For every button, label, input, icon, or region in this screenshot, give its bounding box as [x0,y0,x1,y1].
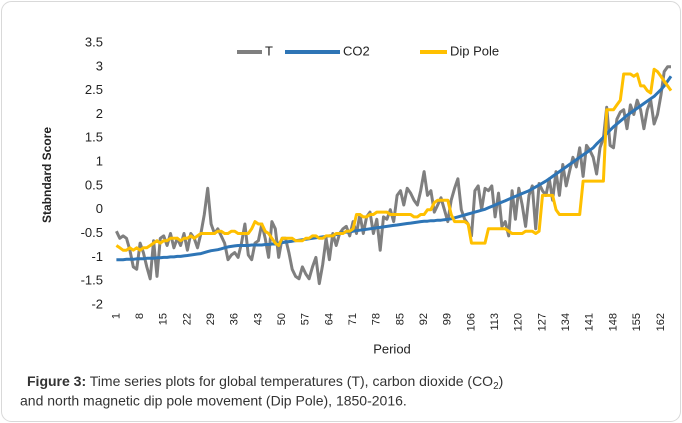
x-tick-label: 15 [158,313,170,325]
caption-label: Figure 3: [27,373,86,389]
y-tick-label: 1.5 [85,130,103,145]
x-tick-label: 92 [418,313,430,325]
x-tick-label: 134 [560,313,572,331]
y-tick-label: -2 [91,296,103,311]
y-tick-label: 2.5 [85,82,103,97]
x-tick-label: 99 [442,313,454,325]
legend-label: T [265,43,273,58]
x-tick-label: 29 [205,313,217,325]
y-tick-label: 0.5 [85,177,103,192]
y-tick-label: 0 [96,201,103,216]
x-tick-label: 127 [536,313,548,331]
x-tick-label: 64 [323,313,335,325]
x-tick-label: 8 [134,313,146,319]
x-tick-label: 148 [607,313,619,331]
series-line [116,75,673,262]
x-tick-label: 113 [489,313,501,331]
x-tick-label: 71 [347,313,359,325]
y-tick-label: -1 [91,249,103,264]
x-tick-label: 106 [465,313,477,331]
x-tick-label: 120 [513,313,525,331]
caption-line-2: and north magnetic dip pole movement (Di… [20,393,407,409]
y-tick-label: 2 [96,106,103,121]
x-tick-label: 50 [276,313,288,325]
x-tick-label: 162 [655,313,667,331]
x-tick-label: 1 [110,313,122,319]
y-tick-label: -1.5 [81,273,103,288]
x-tick-label: 22 [181,313,193,325]
x-tick-label: 78 [371,313,383,325]
y-tick-label: 1 [96,154,103,169]
y-tick-label: -0.5 [81,225,103,240]
series-line [115,67,673,252]
legend-label: Dip Pole [450,43,499,58]
x-tick-label: 43 [252,313,264,325]
y-axis-label: Stabndard Score [40,127,54,223]
x-axis-label: Period [373,341,411,356]
x-tick-label: 57 [300,313,312,325]
x-tick-label: 141 [584,313,596,331]
x-tick-label: 36 [229,313,241,325]
caption-text: Time series plots for global temperature… [90,373,493,389]
x-tick-label: 85 [394,313,406,325]
legend-label: CO2 [343,43,370,58]
caption-line-1: Figure 3: Time series plots for global t… [27,373,503,392]
y-tick-label: 3.5 [85,34,103,49]
caption-text: ) [499,373,504,389]
x-tick-label: 155 [631,313,643,331]
y-tick-label: 3 [96,58,103,73]
caption-subscript: 2 [493,381,499,392]
series-line [115,65,671,286]
